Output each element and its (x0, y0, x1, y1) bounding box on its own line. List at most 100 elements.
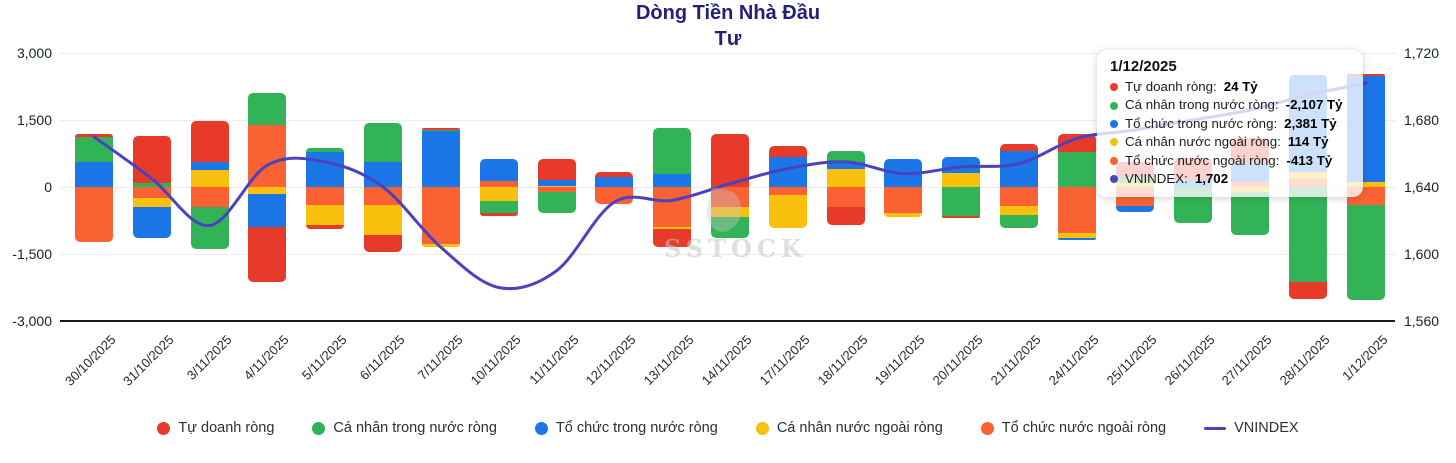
legend-item-blue[interactable]: Tổ chức trong nước ròng (534, 420, 718, 436)
bar-segment-red[interactable] (421, 128, 460, 130)
legend-label: Tự doanh ròng (178, 420, 275, 436)
bar-segment-yellow[interactable] (364, 205, 403, 236)
bar-segment-orange[interactable] (884, 187, 923, 214)
bar-segment-green[interactable] (132, 183, 171, 187)
bar-segment-orange[interactable] (1000, 187, 1039, 206)
bar-segment-red[interactable] (364, 235, 403, 252)
bar-segment-yellow[interactable] (942, 173, 981, 187)
bar-segment-red[interactable] (74, 133, 113, 137)
bar-segment-yellow[interactable] (190, 170, 229, 187)
bar-segment-orange[interactable] (132, 187, 171, 199)
legend-item-green[interactable]: Cá nhân trong nước ròng (312, 420, 497, 436)
tooltip-series-dot (1110, 156, 1118, 165)
bar-segment-yellow[interactable] (479, 187, 518, 201)
bar-segment-red[interactable] (595, 172, 634, 177)
bar-segment-red[interactable] (1347, 74, 1386, 76)
bar-segment-orange[interactable] (306, 187, 345, 206)
bar-segment-red[interactable] (1289, 282, 1328, 299)
bar-segment-green[interactable] (653, 128, 692, 175)
bar-segment-green[interactable] (942, 187, 981, 216)
bar-segment-green[interactable] (364, 123, 403, 162)
bar-segment-orange[interactable] (74, 187, 113, 242)
bar-segment-red[interactable] (248, 226, 287, 282)
bar-segment-yellow[interactable] (1000, 205, 1039, 215)
bar-segment-red[interactable] (768, 145, 807, 157)
bar-segment-blue[interactable] (826, 162, 865, 170)
bar-segment-blue[interactable] (1115, 205, 1154, 212)
bar-segment-green[interactable] (537, 192, 576, 213)
bar-segment-orange[interactable] (364, 187, 403, 206)
bar-segment-yellow[interactable] (248, 187, 287, 195)
bar-segment-green[interactable] (248, 93, 287, 125)
bar-segment-orange[interactable] (190, 187, 229, 208)
bar-segment-blue[interactable] (1000, 150, 1039, 187)
bar-segment-red[interactable] (942, 215, 981, 219)
bar-segment-blue[interactable] (942, 157, 981, 174)
bar-segment-yellow[interactable] (768, 195, 807, 228)
bar-segment-yellow[interactable] (884, 213, 923, 218)
bar-segment-orange[interactable] (826, 187, 865, 208)
bar-segment-green[interactable] (306, 148, 345, 153)
bar-segment-red[interactable] (479, 213, 518, 216)
tooltip-series-dot (1110, 83, 1118, 92)
bar-segment-green[interactable] (826, 150, 865, 163)
legend-item-yellow[interactable]: Cá nhân nước ngoài ròng (755, 420, 943, 436)
bar-segment-blue[interactable] (248, 194, 287, 227)
bar-segment-blue[interactable] (768, 156, 807, 187)
bar-segment-red[interactable] (1000, 143, 1039, 151)
bar-segment-blue[interactable] (421, 131, 460, 187)
bar-segment-green[interactable] (74, 136, 113, 162)
bar-segment-red[interactable] (1057, 134, 1096, 152)
bar-segment-green[interactable] (1289, 187, 1328, 283)
tooltip-series-value: -2,107 Tỷ (1285, 97, 1343, 113)
tooltip-series-label: Cá nhân trong nước ròng: (1125, 97, 1279, 113)
bar-segment-blue[interactable] (479, 159, 518, 182)
tooltip-series-value: 24 Tỷ (1223, 79, 1258, 94)
bar-segment-orange[interactable] (595, 187, 634, 205)
bar-segment-red[interactable] (537, 159, 576, 180)
bar-segment-blue[interactable] (884, 159, 923, 187)
bar-segment-blue[interactable] (1057, 237, 1096, 240)
legend-item-orange[interactable]: Tổ chức nước ngoài ròng (980, 420, 1166, 436)
bar-segment-yellow[interactable] (537, 185, 576, 188)
bar-segment-blue[interactable] (190, 161, 229, 171)
bar-segment-orange[interactable] (421, 187, 460, 245)
bar-segment-red[interactable] (653, 228, 692, 247)
bar-segment-orange[interactable] (711, 187, 749, 208)
legend: Tự doanh ròng Cá nhân trong nước ròng Tổ c… (0, 420, 1456, 436)
bar-segment-green[interactable] (1000, 214, 1039, 228)
bar-segment-blue[interactable] (364, 161, 403, 187)
bar-segment-yellow[interactable] (711, 207, 749, 218)
bar-segment-yellow[interactable] (421, 244, 460, 247)
bar-segment-blue[interactable] (132, 207, 171, 239)
bar-segment-yellow[interactable] (826, 169, 865, 187)
bar-segment-yellow[interactable] (132, 198, 171, 208)
bar-segment-green[interactable] (1347, 205, 1386, 300)
legend-item-line[interactable]: VNINDEX (1204, 420, 1299, 436)
bar-segment-blue[interactable] (595, 176, 634, 187)
legend-dot-marker (157, 421, 171, 435)
bar-segment-red[interactable] (132, 135, 171, 184)
bar-segment-green[interactable] (421, 129, 460, 132)
bar-segment-green[interactable] (190, 207, 229, 249)
bar-segment-green[interactable] (711, 217, 749, 239)
bar-segment-green[interactable] (1231, 192, 1270, 235)
bar-segment-orange[interactable] (1057, 187, 1096, 234)
legend-dot-marker (980, 421, 994, 435)
bar-segment-blue[interactable] (653, 174, 692, 187)
legend-item-red[interactable]: Tự doanh ròng (157, 420, 274, 436)
bar-segment-red[interactable] (826, 207, 865, 225)
bar-segment-blue[interactable] (74, 161, 113, 187)
bar-segment-blue[interactable] (537, 179, 576, 186)
bar-segment-blue[interactable] (306, 152, 345, 187)
bar-segment-red[interactable] (306, 225, 345, 230)
bar-segment-orange[interactable] (653, 187, 692, 227)
bar-segment-yellow[interactable] (306, 205, 345, 226)
bar-segment-green[interactable] (479, 200, 518, 214)
bar-segment-red[interactable] (711, 134, 749, 187)
tooltip-row: Cá nhân nước ngoài ròng: 114 Tỷ (1110, 133, 1350, 151)
bar-segment-orange[interactable] (248, 124, 287, 187)
bar-segment-red[interactable] (190, 121, 229, 162)
bar-segment-orange[interactable] (768, 187, 807, 196)
bar-segment-green[interactable] (1057, 151, 1096, 187)
